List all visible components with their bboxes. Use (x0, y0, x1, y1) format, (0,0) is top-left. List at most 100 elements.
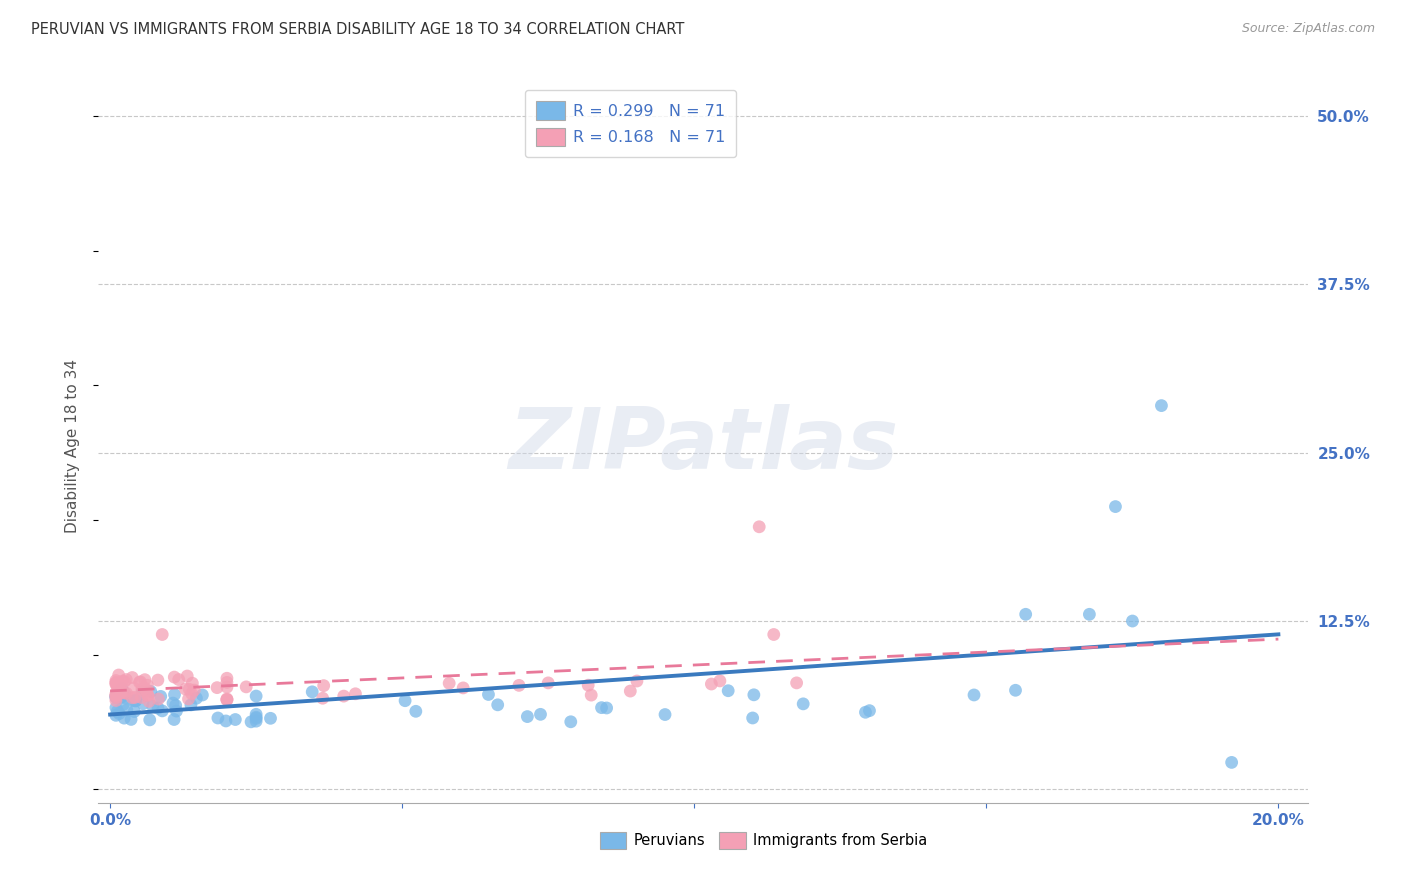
Text: ZIPatlas: ZIPatlas (508, 404, 898, 488)
Point (245, 714, 267, 728)
Point (591, 700, 613, 714)
Point (1015, 607, 1038, 622)
Point (110, 685, 132, 699)
Point (240, 714, 263, 729)
Point (1150, 399, 1173, 413)
Point (104, 693, 127, 707)
Point (150, 627, 173, 641)
Point (576, 678, 599, 692)
Point (1104, 500, 1126, 514)
Point (104, 689, 127, 703)
Point (741, 711, 763, 725)
Point (174, 681, 197, 696)
Point (136, 678, 159, 692)
Point (537, 676, 560, 690)
Point (104, 676, 127, 690)
Y-axis label: Disability Age 18 to 34: Disability Age 18 to 34 (65, 359, 80, 533)
Point (108, 706, 131, 721)
Point (560, 714, 582, 729)
Point (129, 674, 152, 689)
Point (163, 670, 186, 684)
Point (215, 714, 238, 728)
Point (114, 674, 136, 689)
Point (121, 690, 143, 705)
Point (437, 676, 460, 690)
Point (245, 711, 267, 725)
Point (131, 682, 153, 697)
Point (245, 710, 267, 724)
Point (149, 690, 172, 704)
Point (128, 675, 150, 690)
Point (963, 688, 986, 702)
Point (477, 688, 499, 702)
Point (162, 696, 184, 710)
Point (104, 690, 127, 705)
Point (165, 698, 187, 713)
Point (619, 684, 641, 698)
Point (516, 709, 538, 723)
Point (529, 707, 551, 722)
Point (115, 686, 138, 700)
Point (245, 707, 267, 722)
Point (180, 687, 202, 701)
Point (1220, 756, 1243, 770)
Point (146, 673, 169, 687)
Point (742, 688, 765, 702)
Point (486, 698, 509, 712)
Point (124, 693, 146, 707)
Point (135, 683, 157, 698)
Point (139, 684, 162, 698)
Point (224, 713, 246, 727)
Point (134, 681, 156, 695)
Point (394, 694, 416, 708)
Point (792, 697, 814, 711)
Point (717, 683, 740, 698)
Point (131, 690, 153, 705)
Point (134, 673, 156, 687)
Point (112, 711, 135, 725)
Point (595, 701, 617, 715)
Point (105, 705, 128, 719)
Point (104, 690, 127, 705)
Point (215, 675, 238, 690)
Point (115, 703, 138, 717)
Point (165, 704, 187, 718)
Point (115, 673, 138, 687)
Point (138, 694, 160, 708)
Point (405, 704, 427, 718)
Point (104, 687, 127, 701)
Point (332, 689, 354, 703)
Point (215, 692, 238, 706)
Point (183, 683, 205, 698)
Point (104, 700, 127, 714)
Point (104, 675, 127, 690)
Point (245, 689, 267, 703)
Point (104, 708, 127, 723)
Point (167, 673, 190, 687)
Point (312, 679, 335, 693)
Legend: Peruvians, Immigrants from Serbia: Peruvians, Immigrants from Serbia (592, 825, 935, 856)
Text: PERUVIAN VS IMMIGRANTS FROM SERBIA DISABILITY AGE 18 TO 34 CORRELATION CHART: PERUVIAN VS IMMIGRANTS FROM SERBIA DISAB… (31, 22, 685, 37)
Point (120, 713, 142, 727)
Point (1078, 607, 1101, 622)
Point (111, 674, 134, 689)
Point (207, 711, 229, 725)
Point (163, 688, 186, 702)
Point (105, 680, 128, 694)
Point (148, 692, 170, 706)
Point (122, 681, 145, 695)
Point (122, 705, 145, 719)
Point (124, 693, 146, 707)
Point (205, 681, 228, 695)
Point (312, 691, 335, 706)
Point (146, 701, 169, 715)
Point (179, 682, 201, 697)
Point (163, 713, 186, 727)
Point (176, 669, 198, 683)
Point (136, 688, 159, 702)
Point (131, 685, 153, 699)
Point (111, 689, 134, 703)
Point (215, 680, 238, 694)
Point (150, 704, 173, 718)
Point (215, 692, 238, 706)
